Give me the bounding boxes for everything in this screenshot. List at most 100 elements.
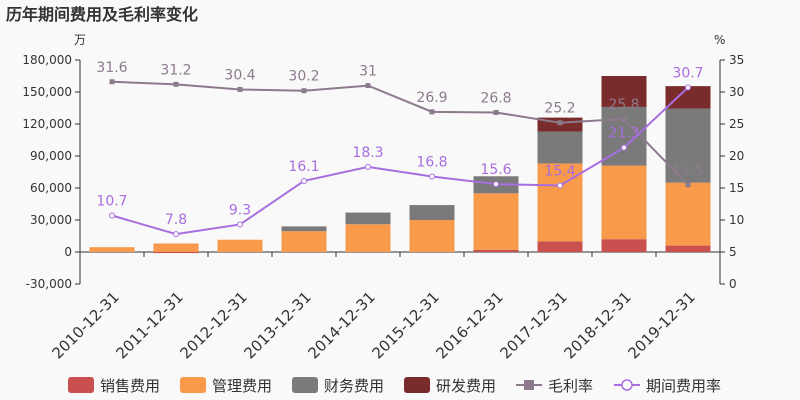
x-tick-label: 2017-12-31 [496,288,570,362]
bar-segment [665,86,711,109]
right-tick-label: 30 [729,85,744,99]
bar-segment [345,212,391,225]
legend-label: 毛利率 [548,377,593,395]
x-tick-label: 2011-12-31 [112,288,186,362]
legend-swatch [180,377,206,393]
series-point [237,221,243,228]
series-point [621,144,627,151]
bar-segment [537,131,583,164]
legend-marker [621,379,633,391]
x-tick-label: 2014-12-31 [304,288,378,362]
data-label: 16.8 [416,154,447,170]
bar-segment [409,220,455,252]
data-label: 25.2 [544,101,575,117]
bar-segment [153,243,199,252]
bar-segment [281,226,327,232]
bar-segment [409,205,455,220]
legend-label: 销售费用 [100,377,160,395]
data-label: 30.4 [224,67,255,83]
left-tick-label: 150,000 [22,85,72,99]
x-tick-label: 2015-12-31 [368,288,442,362]
series-point [429,173,435,180]
data-label: 30.2 [288,69,319,85]
series-point [429,109,435,115]
legend-label: 期间费用率 [646,377,721,395]
data-label: 18.3 [352,145,383,161]
series-point [173,231,179,238]
x-tick-label: 2010-12-31 [48,288,122,362]
x-tick-label: 2019-12-31 [624,288,698,362]
bar-segment [217,239,263,252]
legend-swatch [68,377,94,393]
series-point [109,212,115,219]
left-tick-label: 30,000 [30,213,72,227]
series-line [111,86,689,236]
data-label: 26.9 [416,90,447,106]
bar-segment [473,249,519,252]
data-label: 31 [359,64,377,80]
data-label: 9.3 [229,202,251,218]
series-point [301,88,307,94]
series-point [621,116,627,122]
bar-segment [345,224,391,252]
left-tick-label: 60,000 [30,181,72,195]
right-tick-label: 25 [729,117,744,131]
left-tick-label: -30,000 [26,277,72,291]
bar-segment [601,165,647,240]
series-point [493,181,499,188]
right-tick-label: 5 [729,245,737,259]
data-label: 31.2 [160,62,191,78]
data-label: 30.7 [672,66,703,82]
right-tick-label: 10 [729,213,744,227]
series-point [109,79,115,85]
left-tick-label: 120,000 [22,117,72,131]
legend: 销售费用 管理费用 财务费用 研发费用 毛利率 期间费用率 [68,377,721,395]
series-line [111,80,689,186]
series-point [557,182,563,189]
data-label: 21.3 [608,126,639,142]
legend-label: 管理费用 [212,377,272,395]
bar-segment [473,193,519,250]
chart-title: 历年期间费用及毛利率变化 [6,5,198,24]
data-label: 15.6 [480,162,511,178]
bar-segment [601,76,647,107]
bar-segment [665,245,711,252]
series-point [173,81,179,87]
legend-marker [524,380,534,390]
x-tick-label: 2013-12-31 [240,288,314,362]
right-tick-label: 15 [729,181,744,195]
right-tick-label: 0 [729,277,737,291]
bar-segment [281,231,327,252]
data-label: 31.6 [96,60,127,76]
bar-segment [153,252,199,254]
x-tick-label: 2016-12-31 [432,288,506,362]
series-point [557,120,563,126]
legend-swatch [404,377,430,393]
series-point [365,163,371,170]
x-tick-label: 2018-12-31 [560,288,634,362]
bar-segment [601,239,647,252]
series-point [493,109,499,115]
data-label: 15.4 [544,163,575,179]
legend-swatch [292,377,318,393]
series-point [237,86,243,92]
left-axis-unit: 万 [74,33,86,47]
legend-label: 财务费用 [324,377,384,395]
data-label: 25.8 [608,97,639,113]
legend-label: 研发费用 [436,377,496,395]
data-label: 15.5 [672,163,703,179]
left-tick-label: 90,000 [30,149,72,163]
series-point [685,182,691,188]
series-point [685,84,691,91]
bar-segment [537,241,583,252]
left-tick-label: 180,000 [22,53,72,67]
lines-group: 31.6 31.2 30.4 30.2 31 26.9 26.8 25.2 25.8 15.5 10… [96,60,704,238]
left-tick-label: 0 [64,245,72,259]
data-label: 7.8 [165,212,187,228]
bar-segment [665,182,711,246]
data-label: 26.8 [480,90,511,106]
bar-segment [89,247,135,252]
right-tick-label: 35 [729,53,744,67]
